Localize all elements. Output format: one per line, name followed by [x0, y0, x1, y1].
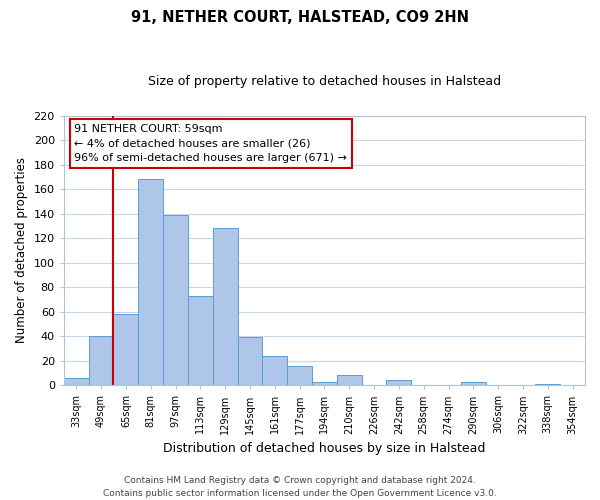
- Bar: [535, 384, 560, 386]
- Bar: [213, 228, 238, 386]
- Bar: [386, 380, 411, 386]
- Bar: [64, 378, 89, 386]
- Text: 91 NETHER COURT: 59sqm
← 4% of detached houses are smaller (26)
96% of semi-deta: 91 NETHER COURT: 59sqm ← 4% of detached …: [74, 124, 347, 163]
- Y-axis label: Number of detached properties: Number of detached properties: [15, 158, 28, 344]
- Bar: [337, 376, 362, 386]
- Bar: [262, 356, 287, 386]
- Bar: [163, 215, 188, 386]
- X-axis label: Distribution of detached houses by size in Halstead: Distribution of detached houses by size …: [163, 442, 485, 455]
- Bar: [138, 180, 163, 386]
- Bar: [113, 314, 138, 386]
- Title: Size of property relative to detached houses in Halstead: Size of property relative to detached ho…: [148, 75, 501, 88]
- Bar: [312, 382, 337, 386]
- Bar: [461, 382, 486, 386]
- Text: Contains HM Land Registry data © Crown copyright and database right 2024.
Contai: Contains HM Land Registry data © Crown c…: [103, 476, 497, 498]
- Text: 91, NETHER COURT, HALSTEAD, CO9 2HN: 91, NETHER COURT, HALSTEAD, CO9 2HN: [131, 10, 469, 25]
- Bar: [89, 336, 113, 386]
- Bar: [188, 296, 213, 386]
- Bar: [238, 338, 262, 386]
- Bar: [287, 366, 312, 386]
